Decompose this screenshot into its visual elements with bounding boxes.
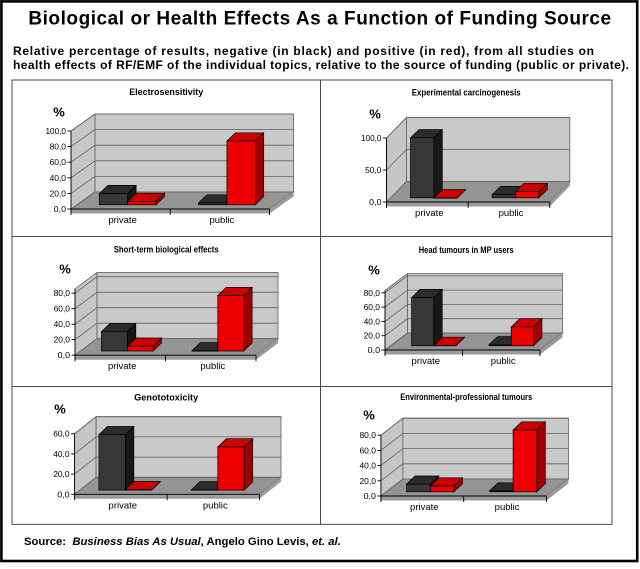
svg-text:80,0: 80,0 xyxy=(54,288,71,298)
svg-text:private: private xyxy=(108,361,137,372)
svg-text:public: public xyxy=(209,215,234,226)
svg-text:20,0: 20,0 xyxy=(50,188,67,198)
svg-text:Short-term biological effects: Short-term biological effects xyxy=(114,245,219,255)
svg-text:public: public xyxy=(200,361,225,372)
svg-text:%: % xyxy=(363,408,375,423)
svg-text:0,0: 0,0 xyxy=(54,204,66,214)
svg-text:60,0: 60,0 xyxy=(364,302,381,312)
svg-text:%: % xyxy=(53,105,65,120)
svg-text:0,0: 0,0 xyxy=(57,489,69,499)
svg-text:%: % xyxy=(59,262,71,277)
svg-text:Genototoxicity: Genototoxicity xyxy=(134,393,198,403)
svg-text:public: public xyxy=(203,500,228,511)
svg-text:Relative percentage of results: Relative percentage of results, negative… xyxy=(13,44,594,58)
svg-text:80,0: 80,0 xyxy=(360,430,377,440)
svg-text:Electrosensitivity: Electrosensitivity xyxy=(129,87,203,97)
svg-text:health effects of RF/EMF of th: health effects of RF/EMF of the individu… xyxy=(13,58,629,72)
svg-text:20,0: 20,0 xyxy=(364,331,381,341)
svg-text:20,0: 20,0 xyxy=(54,335,71,345)
svg-text:%: % xyxy=(369,107,381,122)
svg-text:20,0: 20,0 xyxy=(360,476,377,486)
svg-text:40,0: 40,0 xyxy=(364,316,381,326)
svg-text:private: private xyxy=(109,500,138,511)
svg-text:0,0: 0,0 xyxy=(369,197,381,207)
svg-text:60,0: 60,0 xyxy=(360,445,377,455)
svg-text:0,0: 0,0 xyxy=(364,491,376,501)
svg-text:private: private xyxy=(412,356,441,367)
svg-text:private: private xyxy=(108,215,137,226)
svg-text:0,0: 0,0 xyxy=(368,345,380,355)
svg-text:private: private xyxy=(415,208,444,219)
svg-text:40,0: 40,0 xyxy=(53,449,70,459)
svg-text:20,0: 20,0 xyxy=(53,469,70,479)
svg-text:public: public xyxy=(499,208,524,219)
svg-text:Environmental-professional tum: Environmental-professional tumours xyxy=(400,392,532,402)
svg-text:Source: Business Bias As Usua: Source: Business Bias As Usual, Angelo G… xyxy=(24,536,341,548)
svg-text:80,0: 80,0 xyxy=(50,142,67,152)
svg-text:Biological or Health Effects A: Biological or Health Effects As a Functi… xyxy=(28,9,611,30)
svg-text:60,0: 60,0 xyxy=(50,157,67,167)
svg-text:Experimental carcinogenesis: Experimental carcinogenesis xyxy=(412,88,521,98)
svg-text:50,0: 50,0 xyxy=(365,165,382,175)
svg-text:60,0: 60,0 xyxy=(54,304,71,314)
svg-text:100,0: 100,0 xyxy=(361,133,382,143)
svg-text:100,0: 100,0 xyxy=(46,126,67,136)
svg-text:Head tumours in MP users: Head tumours in MP users xyxy=(419,245,514,255)
svg-text:%: % xyxy=(54,402,66,417)
svg-text:40,0: 40,0 xyxy=(50,173,67,183)
svg-text:%: % xyxy=(368,263,380,278)
svg-text:private: private xyxy=(410,502,439,513)
svg-text:40,0: 40,0 xyxy=(360,461,377,471)
svg-text:0,0: 0,0 xyxy=(58,350,70,360)
svg-text:public: public xyxy=(495,502,520,513)
svg-text:public: public xyxy=(491,356,516,367)
svg-text:80,0: 80,0 xyxy=(364,288,381,298)
svg-text:40,0: 40,0 xyxy=(54,319,71,329)
svg-text:60,0: 60,0 xyxy=(53,429,70,439)
